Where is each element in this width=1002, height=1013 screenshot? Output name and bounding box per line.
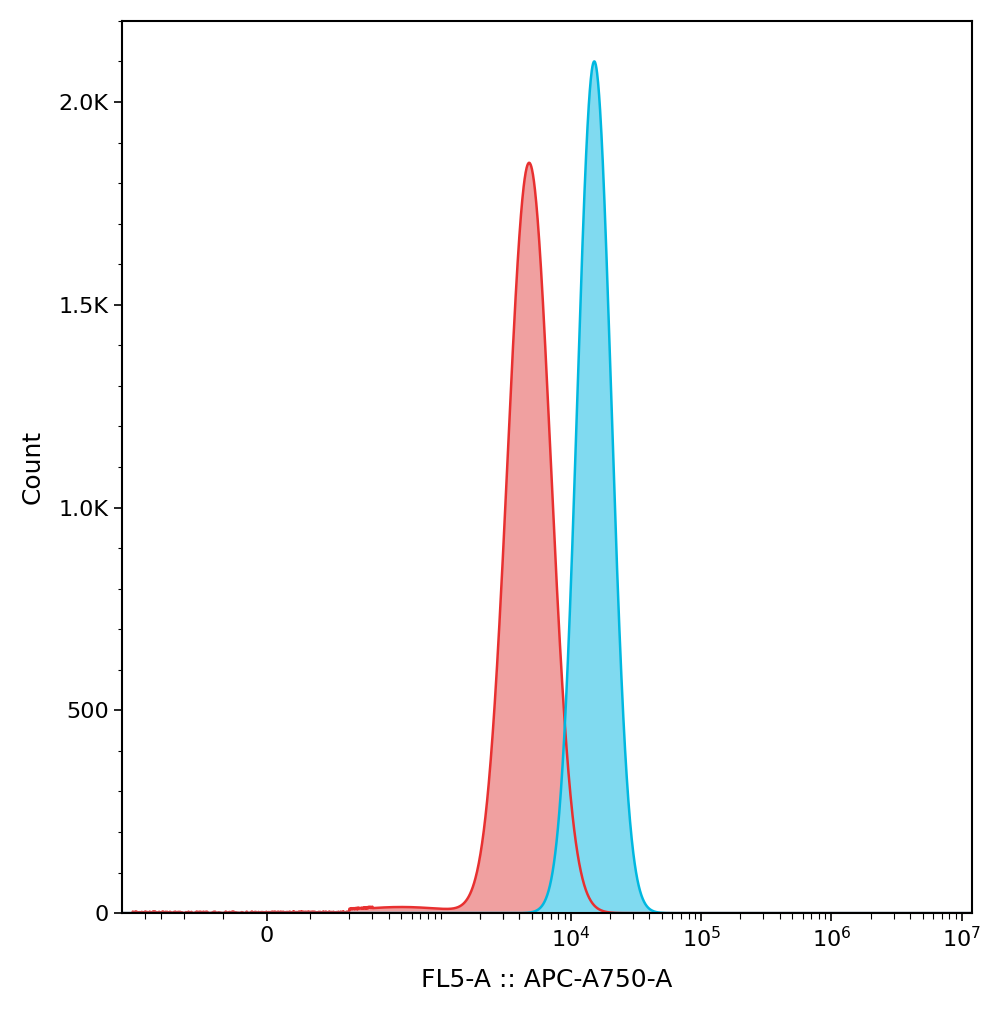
Y-axis label: Count: Count xyxy=(21,430,45,504)
X-axis label: FL5-A :: APC-A750-A: FL5-A :: APC-A750-A xyxy=(421,968,672,992)
